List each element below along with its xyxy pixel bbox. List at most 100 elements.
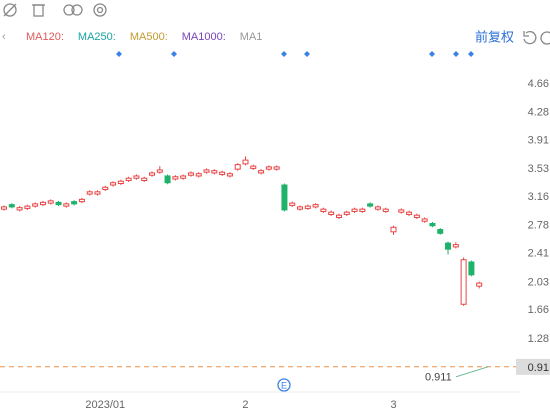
event-marker[interactable] bbox=[171, 51, 177, 57]
candle-body bbox=[71, 201, 78, 205]
link-icon-b bbox=[71, 4, 83, 16]
adjust-mode[interactable]: 前复权 bbox=[475, 29, 514, 44]
candle-body bbox=[374, 206, 381, 210]
ma-arrow: ‹ bbox=[2, 31, 6, 43]
candle-body bbox=[141, 177, 148, 181]
event-marker[interactable] bbox=[304, 51, 310, 57]
y-tick-label: 1.66 bbox=[528, 304, 549, 316]
candle-body bbox=[398, 209, 405, 213]
hide-icon[interactable] bbox=[3, 3, 17, 17]
candle-body bbox=[117, 180, 124, 185]
y-tick-label: 3.91 bbox=[528, 134, 549, 146]
candle-body bbox=[63, 203, 70, 207]
candle-body bbox=[437, 229, 444, 234]
candle-body bbox=[273, 166, 280, 170]
candle-body bbox=[55, 201, 62, 206]
candle-body bbox=[429, 223, 436, 227]
candle-body bbox=[187, 172, 194, 176]
y-tick-label: 4.66 bbox=[528, 78, 549, 90]
candle-body bbox=[421, 218, 428, 222]
candle-body bbox=[413, 214, 420, 218]
ma-label: MA1 bbox=[240, 31, 263, 43]
candle-body bbox=[281, 184, 288, 211]
toolbar bbox=[3, 3, 550, 45]
zoom-icon[interactable] bbox=[540, 31, 550, 45]
candle-body bbox=[359, 208, 366, 212]
candle-body bbox=[226, 173, 233, 177]
event-marker[interactable] bbox=[116, 51, 122, 57]
x-tick-label: 2023/01 bbox=[85, 399, 125, 411]
candle-body bbox=[47, 200, 54, 204]
candle-body bbox=[304, 205, 311, 209]
price-tag-label: 0.91 bbox=[528, 362, 549, 374]
ma-label: MA250: bbox=[78, 31, 116, 43]
candle-body bbox=[468, 261, 475, 276]
candle-body bbox=[133, 175, 140, 179]
reset-icon[interactable] bbox=[523, 30, 537, 45]
candle-body bbox=[328, 211, 335, 215]
candle-body bbox=[102, 186, 109, 191]
candle-body bbox=[180, 175, 187, 179]
settings-icon[interactable] bbox=[93, 3, 107, 17]
event-marker[interactable] bbox=[429, 51, 435, 57]
ma-label: MA500: bbox=[130, 31, 168, 43]
candle-body bbox=[406, 211, 413, 215]
x-tick-label: 3 bbox=[390, 399, 396, 411]
candle-body bbox=[24, 205, 31, 209]
link-icon[interactable] bbox=[63, 4, 75, 16]
annotation-leader bbox=[455, 366, 489, 378]
candle-body bbox=[203, 169, 210, 173]
event-markers bbox=[116, 51, 474, 57]
event-marker[interactable] bbox=[281, 51, 287, 57]
event-badge[interactable] bbox=[277, 378, 291, 392]
candle-body bbox=[86, 191, 93, 195]
candle-body bbox=[149, 172, 156, 176]
candle-body bbox=[312, 204, 319, 208]
candle-body bbox=[351, 208, 358, 212]
y-tick-label: 2.78 bbox=[528, 220, 549, 232]
candle-body bbox=[125, 177, 132, 181]
candle-body bbox=[94, 191, 101, 195]
settings-icon-core bbox=[96, 6, 104, 14]
candle-body bbox=[172, 176, 179, 180]
candle-body bbox=[460, 259, 467, 305]
candle-body bbox=[219, 171, 226, 175]
candle-body bbox=[250, 165, 257, 169]
y-tick-label: 2.03 bbox=[528, 276, 549, 288]
y-tick-label: 2.41 bbox=[528, 248, 549, 260]
delete-icon[interactable] bbox=[33, 4, 44, 17]
candle-body bbox=[211, 170, 218, 174]
candle-body bbox=[78, 198, 85, 203]
candle-body bbox=[445, 242, 452, 250]
ma-label: MA120: bbox=[26, 31, 64, 43]
candle-body bbox=[390, 226, 397, 233]
candle-body bbox=[110, 182, 117, 186]
candle-body bbox=[8, 204, 15, 208]
candle-body bbox=[39, 201, 46, 206]
candle-body bbox=[164, 175, 171, 184]
candle-body bbox=[297, 206, 304, 210]
candle-body bbox=[335, 214, 342, 218]
event-marker[interactable] bbox=[468, 51, 474, 57]
candle-body bbox=[289, 202, 296, 206]
candle-body bbox=[195, 173, 202, 177]
candle-body bbox=[320, 208, 327, 212]
candle-body bbox=[343, 211, 350, 215]
event-marker[interactable] bbox=[453, 51, 459, 57]
candle-body bbox=[242, 159, 249, 165]
hide-icon-slash bbox=[3, 3, 17, 17]
candle-body bbox=[32, 203, 39, 207]
y-tick-label: 4.28 bbox=[528, 106, 549, 118]
candle-body bbox=[1, 206, 7, 210]
candle-body bbox=[258, 170, 265, 174]
y-tick-label: 3.16 bbox=[528, 191, 549, 203]
candle-body bbox=[16, 207, 23, 211]
candle-body bbox=[382, 208, 389, 212]
candle-body bbox=[452, 244, 459, 248]
ma-label: MA1000: bbox=[182, 31, 226, 43]
candle-body bbox=[156, 169, 163, 173]
candle-body bbox=[367, 203, 374, 207]
y-tick-label: 3.53 bbox=[528, 163, 549, 175]
candle-body bbox=[234, 164, 241, 170]
